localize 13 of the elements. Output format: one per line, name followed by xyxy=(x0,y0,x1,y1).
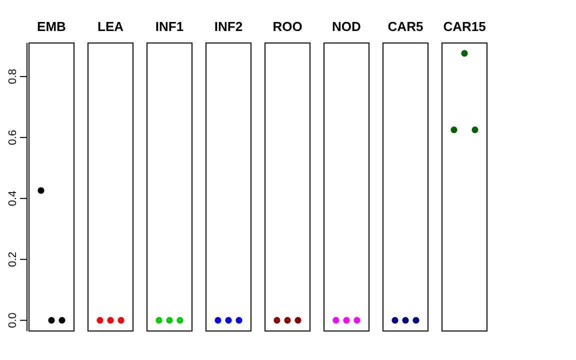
y-tick-label: 0.2 xyxy=(7,252,19,268)
x-tick-label: NOD xyxy=(332,19,361,34)
y-tick-label: 0.0 xyxy=(7,312,19,328)
y-tick-label: 0.8 xyxy=(7,68,19,84)
x-tick-label: CAR15 xyxy=(443,19,486,34)
x-tick-label: LEA xyxy=(98,19,124,34)
x-tick-label: EMB xyxy=(37,19,66,34)
y-tick-label: 0.4 xyxy=(7,190,19,206)
x-tick-label: CAR5 xyxy=(388,19,424,34)
x-tick-label: INF1 xyxy=(155,19,184,34)
y-tick-label: 0.6 xyxy=(7,130,19,146)
x-tick-label: INF2 xyxy=(214,19,243,34)
x-tick-label: ROO xyxy=(272,19,302,34)
